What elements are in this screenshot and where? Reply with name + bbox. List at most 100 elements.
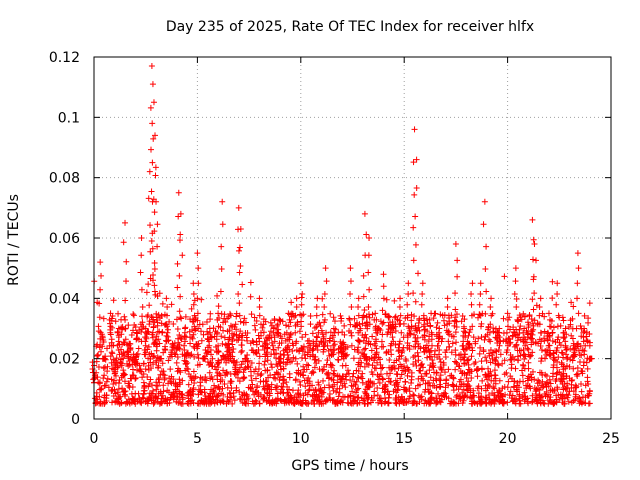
data-point-streak — [164, 303, 171, 310]
data-point-band — [492, 380, 499, 387]
data-point-band — [212, 396, 219, 403]
data-point-streak — [410, 290, 417, 297]
data-point-streak — [483, 288, 490, 295]
data-point-band — [188, 305, 195, 312]
data-point-band — [355, 374, 362, 381]
data-point-streak — [194, 295, 201, 302]
data-point-streak — [292, 312, 299, 319]
data-point-band — [319, 311, 326, 318]
data-point-streak — [214, 316, 221, 323]
data-point-band — [276, 376, 283, 383]
data-point-streak — [214, 329, 221, 336]
data-point-band — [229, 337, 236, 344]
data-point-band — [269, 400, 276, 407]
data-point-band — [479, 366, 486, 373]
data-point-band — [115, 395, 122, 402]
data-point-band — [109, 350, 116, 357]
data-point-band — [485, 370, 492, 377]
data-point-band — [334, 379, 341, 386]
data-point-streak — [315, 329, 322, 336]
data-point-streak — [380, 295, 387, 302]
data-point-streak — [574, 280, 581, 287]
data-point-streak — [174, 260, 181, 267]
data-point-band — [128, 375, 135, 382]
data-point-band — [419, 364, 426, 371]
data-point-streak — [256, 312, 263, 319]
data-point-band — [514, 388, 521, 395]
data-point-band — [104, 375, 111, 382]
data-point-band — [367, 341, 374, 348]
data-point-band — [311, 400, 318, 407]
data-point-band — [276, 340, 283, 347]
data-point-band — [485, 365, 492, 372]
data-point-streak — [217, 288, 224, 295]
data-point-band — [287, 330, 294, 337]
data-point-band — [274, 382, 281, 389]
data-point-band — [259, 343, 266, 350]
data-point-streak — [313, 303, 320, 310]
data-point-band — [190, 390, 197, 397]
data-point-streak — [183, 351, 190, 358]
data-point-band — [174, 383, 181, 390]
data-point-streak — [347, 291, 354, 298]
data-point-band — [412, 385, 419, 392]
x-tick-label: 25 — [602, 431, 620, 447]
data-point-band — [260, 395, 267, 402]
data-point-streak — [373, 329, 380, 336]
data-point-band — [568, 299, 575, 306]
data-point-streak — [153, 333, 160, 340]
data-point-band — [185, 389, 192, 396]
data-point-band — [371, 364, 378, 371]
data-point-band — [541, 328, 548, 335]
data-point-band — [159, 328, 166, 335]
data-point-band — [359, 370, 366, 377]
data-point-streak — [174, 284, 181, 291]
data-point-band — [94, 374, 101, 381]
data-point-band — [445, 382, 452, 389]
data-point-band — [196, 361, 203, 368]
data-point-streak — [452, 290, 459, 297]
data-point-streak — [115, 338, 122, 345]
data-point-band — [556, 339, 563, 346]
data-point-band — [468, 353, 475, 360]
data-point-streak — [137, 269, 144, 276]
data-point-band — [410, 399, 417, 406]
data-point-band — [260, 378, 267, 385]
data-point-streak — [152, 172, 159, 179]
x-tick-label: 15 — [395, 431, 413, 447]
data-point-band — [289, 348, 296, 355]
data-point-band — [150, 400, 157, 407]
data-point-band — [525, 365, 532, 372]
data-point-band — [93, 389, 100, 396]
data-point-band — [545, 391, 552, 398]
data-point-band — [141, 385, 148, 392]
data-point-band — [103, 378, 110, 385]
data-point-band — [443, 394, 450, 401]
data-point-band — [437, 372, 444, 379]
data-point — [512, 265, 519, 272]
data-point-streak — [195, 265, 202, 272]
data-point — [270, 325, 277, 332]
data-point — [388, 325, 395, 332]
data-point-band — [194, 343, 201, 350]
data-point-band — [222, 318, 229, 325]
data-point-band — [330, 370, 337, 377]
data-point-streak — [152, 164, 159, 171]
data-point-band — [363, 381, 370, 388]
data-point-streak — [372, 323, 379, 330]
data-point-streak — [521, 351, 528, 358]
data-point-band — [156, 290, 163, 297]
data-point-band — [219, 385, 226, 392]
data-point-band — [510, 383, 517, 390]
data-point-band — [364, 400, 371, 407]
data-point-band — [355, 361, 362, 368]
data-point-band — [574, 365, 581, 372]
data-point-band — [94, 352, 101, 359]
data-point-band — [368, 347, 375, 354]
data-point-streak — [207, 334, 214, 341]
data-point-streak — [208, 351, 215, 358]
data-point-streak — [150, 272, 157, 279]
data-point-band — [509, 392, 516, 399]
data-point-band — [383, 296, 390, 303]
data-point-band — [177, 369, 184, 376]
